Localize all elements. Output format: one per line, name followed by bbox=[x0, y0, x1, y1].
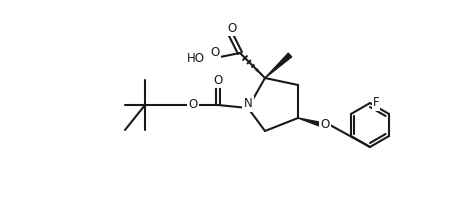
Text: O: O bbox=[213, 73, 222, 86]
Text: O: O bbox=[210, 46, 219, 59]
Polygon shape bbox=[264, 53, 291, 78]
Text: HO: HO bbox=[187, 52, 205, 65]
Polygon shape bbox=[297, 118, 323, 127]
Text: O: O bbox=[319, 118, 329, 131]
Text: O: O bbox=[188, 98, 197, 111]
Text: F: F bbox=[372, 96, 378, 109]
Text: O: O bbox=[227, 22, 236, 35]
Text: N: N bbox=[243, 98, 252, 111]
